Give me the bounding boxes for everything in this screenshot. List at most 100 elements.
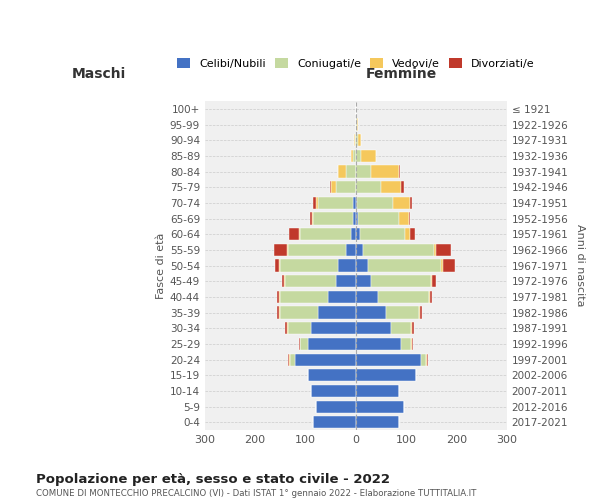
Bar — [432, 275, 436, 287]
Bar — [318, 197, 353, 209]
Bar — [419, 306, 422, 318]
Bar — [335, 181, 356, 194]
Bar — [356, 228, 360, 240]
Bar — [316, 197, 318, 209]
Bar — [280, 306, 318, 318]
Bar — [289, 228, 299, 240]
Bar — [431, 275, 432, 287]
Bar — [391, 322, 411, 334]
Bar — [351, 228, 356, 240]
Bar — [328, 291, 356, 303]
Bar — [356, 134, 358, 146]
Bar — [430, 291, 432, 303]
Text: COMUNE DI MONTECCHIO PRECALCINO (VI) - Dati ISTAT 1° gennaio 2022 - Elaborazione: COMUNE DI MONTECCHIO PRECALCINO (VI) - D… — [36, 489, 476, 498]
Bar — [301, 338, 308, 350]
Bar — [443, 260, 455, 272]
Text: Maschi: Maschi — [72, 68, 127, 82]
Bar — [308, 338, 356, 350]
Bar — [364, 244, 434, 256]
Bar — [434, 244, 436, 256]
Bar — [299, 338, 300, 350]
Bar — [318, 306, 356, 318]
Bar — [277, 291, 280, 303]
Bar — [284, 275, 286, 287]
Bar — [411, 322, 412, 334]
Bar — [299, 228, 301, 240]
Bar — [356, 212, 358, 224]
Bar — [371, 166, 398, 177]
Bar — [356, 291, 379, 303]
Y-axis label: Fasce di età: Fasce di età — [155, 232, 166, 299]
Bar — [311, 385, 356, 397]
Bar — [288, 322, 311, 334]
Bar — [371, 275, 431, 287]
Y-axis label: Anni di nascita: Anni di nascita — [575, 224, 585, 307]
Bar — [436, 244, 451, 256]
Bar — [313, 197, 316, 209]
Bar — [356, 354, 421, 366]
Bar — [356, 197, 358, 209]
Bar — [356, 338, 401, 350]
Bar — [356, 416, 398, 428]
Bar — [346, 244, 356, 256]
Bar — [421, 354, 426, 366]
Bar — [356, 118, 357, 130]
Text: Femmine: Femmine — [365, 68, 437, 82]
Bar — [356, 260, 368, 272]
Bar — [335, 275, 356, 287]
Bar — [409, 212, 410, 224]
Bar — [356, 306, 386, 318]
Bar — [277, 306, 280, 318]
Bar — [358, 212, 398, 224]
Bar — [356, 150, 361, 162]
Bar — [287, 322, 288, 334]
Bar — [357, 118, 358, 130]
Bar — [346, 166, 356, 177]
Bar — [288, 244, 346, 256]
Bar — [353, 150, 356, 162]
Bar — [379, 291, 429, 303]
Bar — [331, 181, 335, 194]
Bar — [353, 197, 356, 209]
Bar — [311, 212, 313, 224]
Bar — [392, 197, 410, 209]
Bar — [282, 275, 284, 287]
Bar — [301, 228, 351, 240]
Bar — [338, 260, 356, 272]
Bar — [313, 212, 353, 224]
Bar — [290, 354, 295, 366]
Bar — [274, 244, 287, 256]
Bar — [356, 181, 381, 194]
Bar — [286, 322, 287, 334]
Bar — [401, 181, 404, 194]
Bar — [287, 244, 288, 256]
Bar — [358, 197, 392, 209]
Bar — [311, 322, 356, 334]
Bar — [410, 228, 415, 240]
Bar — [427, 354, 428, 366]
Bar — [410, 197, 412, 209]
Bar — [308, 369, 356, 382]
Bar — [356, 385, 398, 397]
Bar — [356, 322, 391, 334]
Bar — [356, 369, 416, 382]
Bar — [329, 181, 331, 194]
Bar — [429, 291, 430, 303]
Bar — [275, 260, 280, 272]
Bar — [398, 212, 409, 224]
Bar — [358, 134, 361, 146]
Legend: Celibi/Nubili, Coniugati/e, Vedovi/e, Divorziati/e: Celibi/Nubili, Coniugati/e, Vedovi/e, Di… — [173, 54, 539, 74]
Bar — [398, 166, 400, 177]
Bar — [295, 354, 356, 366]
Bar — [338, 166, 346, 177]
Bar — [360, 228, 405, 240]
Bar — [280, 260, 338, 272]
Bar — [386, 306, 419, 318]
Bar — [412, 338, 413, 350]
Bar — [356, 166, 371, 177]
Bar — [313, 416, 356, 428]
Bar — [368, 260, 442, 272]
Bar — [289, 354, 290, 366]
Bar — [442, 260, 443, 272]
Bar — [405, 228, 410, 240]
